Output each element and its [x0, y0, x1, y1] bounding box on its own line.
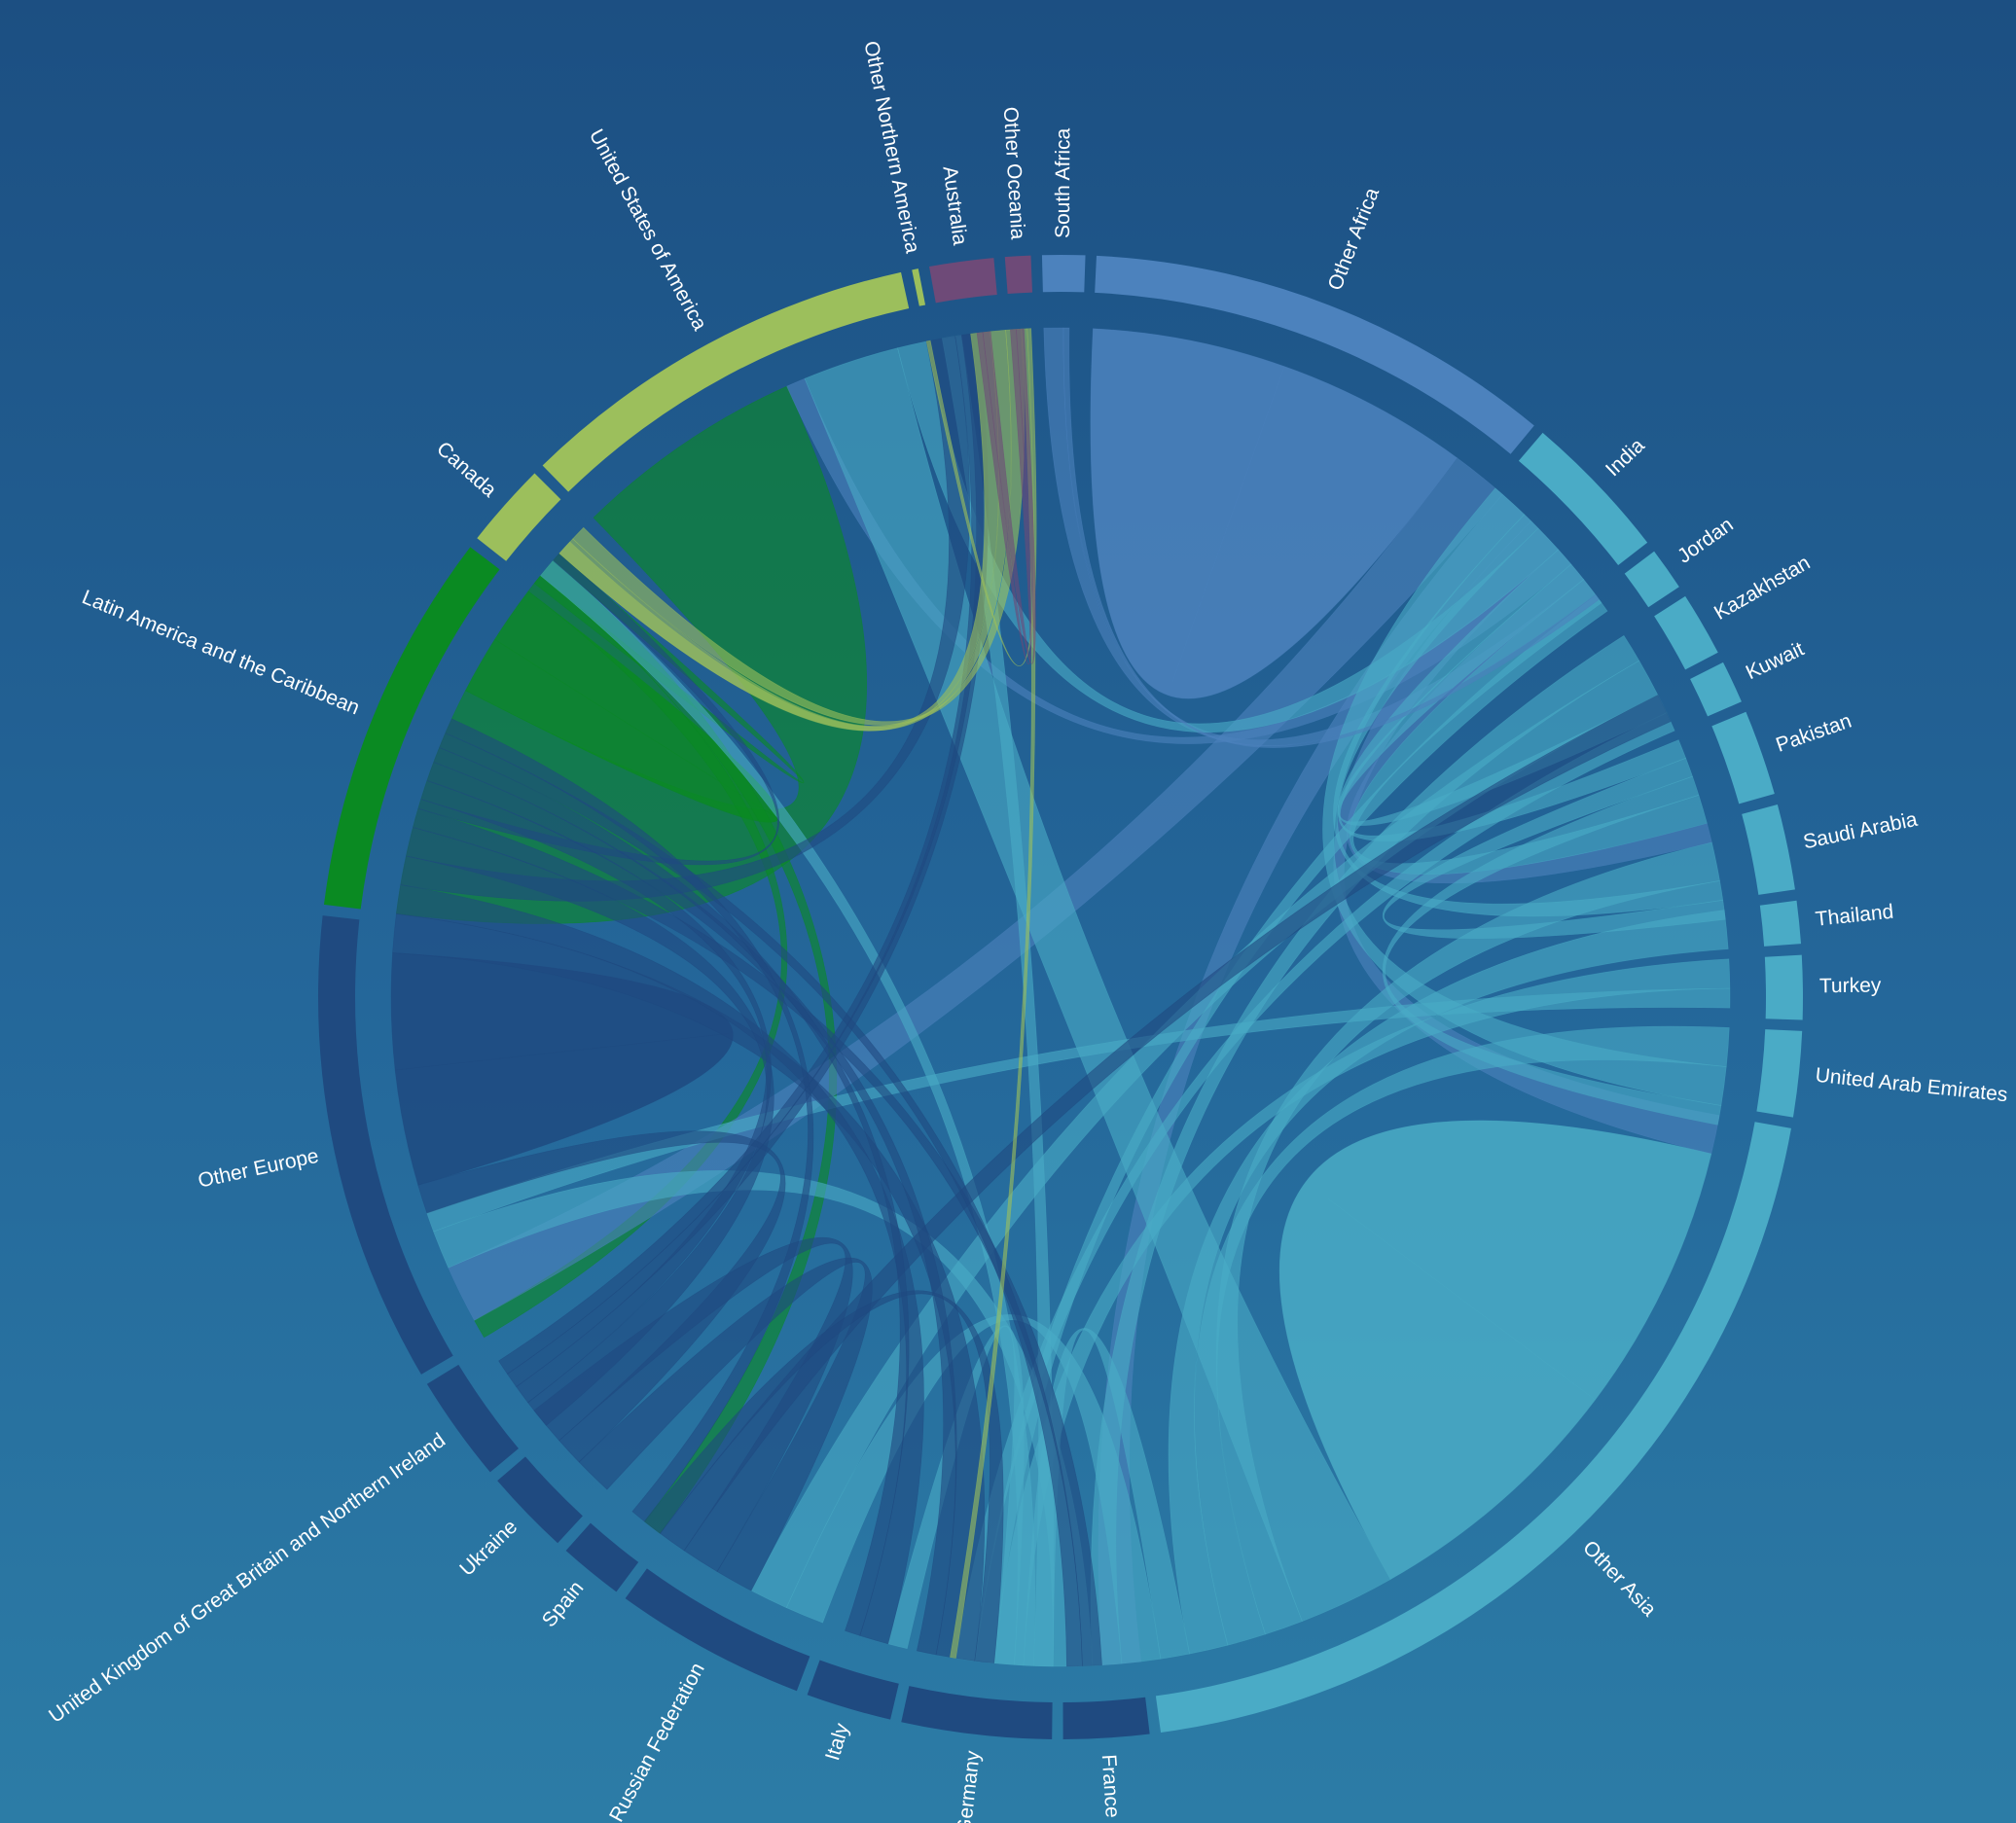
ribbon-india-to-saudi-arabia: [1333, 514, 1724, 917]
ribbon-india-to-united-states-of-america: [897, 340, 1560, 733]
label-other-asia: Other Asia: [1578, 1536, 1661, 1621]
arc-jordan[interactable]: [1624, 551, 1679, 608]
label-france: France: [1098, 1754, 1124, 1819]
arc-australia[interactable]: [929, 258, 997, 304]
label-united-states-of-america: United States of America: [585, 125, 711, 335]
arc-south-africa[interactable]: [1041, 255, 1086, 293]
arc-other-africa[interactable]: [1095, 255, 1534, 454]
arc-latin-america-and-the-caribbean[interactable]: [323, 547, 500, 910]
label-turkey: Turkey: [1819, 975, 1882, 998]
label-india: India: [1602, 434, 1649, 481]
label-russian-federation: Russian Federation: [605, 1660, 709, 1823]
label-germany: Germany: [953, 1749, 985, 1823]
ribbon-spain-to-other-europe: [445, 718, 814, 1522]
label-saudi-arabia: Saudi Arabia: [1801, 808, 1920, 854]
label-south-africa: South Africa: [1052, 127, 1074, 238]
arc-other-oceania[interactable]: [1004, 255, 1033, 295]
ribbon-turkey-to-other-europe: [426, 987, 1731, 1233]
ribbon-australia-to-other-oceania: [976, 329, 1032, 664]
ribbon-other-northern-america-to-united-states-of-america: [925, 328, 1037, 666]
arc-italy[interactable]: [807, 1660, 899, 1720]
label-united-arab-emirates: United Arab Emirates: [1815, 1064, 2009, 1107]
label-jordan: Jordan: [1674, 514, 1738, 568]
arc-turkey[interactable]: [1764, 954, 1803, 1020]
ribbon-russian-federation-to-germany: [644, 1290, 1004, 1663]
label-australia: Australia: [938, 164, 971, 246]
label-latin-america-and-the-caribbean: Latin America and the Caribbean: [79, 586, 363, 719]
label-kuwait: Kuwait: [1743, 638, 1808, 685]
ribbon-other-europe-to-united-kingdom-of-great-britain-and-northern-ireland: [406, 827, 774, 1426]
ribbon-other-africa-to-other-africa: [1090, 328, 1458, 699]
arc-kazakhstan[interactable]: [1654, 595, 1718, 670]
arc-other-northern-america[interactable]: [912, 268, 926, 306]
ribbon-united-states-of-america-to-latin-america-and-the-caribbean: [558, 329, 1012, 732]
label-canada: Canada: [432, 438, 501, 502]
arc-kuwait[interactable]: [1690, 661, 1742, 717]
arc-united-arab-emirates[interactable]: [1756, 1029, 1803, 1118]
arc-france[interactable]: [1062, 1697, 1150, 1739]
label-kazakhstan: Kazakhstan: [1710, 552, 1814, 625]
arc-india[interactable]: [1518, 432, 1648, 565]
ribbon-united-states-of-america-to-canada: [572, 328, 1025, 726]
ribbon-south-africa-to-other-africa: [1062, 327, 1600, 748]
arc-saudi-arabia[interactable]: [1742, 804, 1795, 895]
label-united-kingdom-of-great-britain-and-northern-ireland: United Kingdom of Great Britain and Nort…: [45, 1429, 450, 1728]
ribbon-other-oceania-to-australia: [982, 328, 1036, 664]
ribbon-other-asia-to-other-asia: [1278, 1120, 1712, 1580]
label-spain: Spain: [538, 1577, 589, 1631]
arc-russian-federation[interactable]: [625, 1568, 810, 1692]
ribbon-other-europe-to-other-europe: [390, 952, 734, 1186]
label-pakistan: Pakistan: [1773, 710, 1854, 757]
arc-canada[interactable]: [477, 473, 561, 561]
arc-united-kingdom-of-great-britain-and-northern-ireland[interactable]: [426, 1364, 519, 1473]
arc-spain[interactable]: [565, 1522, 639, 1592]
label-other-northern-america: Other Northern America: [859, 39, 923, 255]
arc-thailand[interactable]: [1759, 900, 1802, 947]
label-ukraine: Ukraine: [455, 1516, 522, 1581]
label-other-oceania: Other Oceania: [999, 106, 1029, 240]
ribbon-turkey-to-germany: [993, 958, 1731, 1666]
arc-germany[interactable]: [901, 1686, 1053, 1739]
ribbon-latin-america-and-the-caribbean-to-canada: [533, 553, 805, 784]
ribbon-other-europe-to-italy: [396, 884, 924, 1645]
arc-pakistan[interactable]: [1711, 711, 1775, 804]
label-other-africa: Other Africa: [1324, 185, 1385, 294]
arc-other-asia[interactable]: [1155, 1122, 1791, 1734]
label-thailand: Thailand: [1815, 901, 1894, 931]
arc-other-europe[interactable]: [318, 915, 453, 1375]
arc-ukraine[interactable]: [497, 1456, 583, 1544]
ribbon-italy-to-other-europe: [433, 747, 910, 1636]
label-other-europe: Other Europe: [197, 1145, 321, 1193]
ribbon-ukraine-to-russian-federation: [578, 1257, 873, 1591]
ribbon-germany-to-other-europe: [426, 762, 957, 1656]
ribbon-france-to-other-europe: [439, 733, 1083, 1667]
region-arcs: [318, 255, 1803, 1739]
chord-ribbons: [390, 327, 1731, 1667]
ribbon-russian-federation-to-kazakhstan: [660, 695, 1672, 1552]
label-italy: Italy: [821, 1720, 853, 1763]
arc-united-states-of-america[interactable]: [542, 271, 910, 492]
ribbon-latin-america-and-the-caribbean-to-latin-america-and-the-caribbean: [465, 590, 780, 823]
